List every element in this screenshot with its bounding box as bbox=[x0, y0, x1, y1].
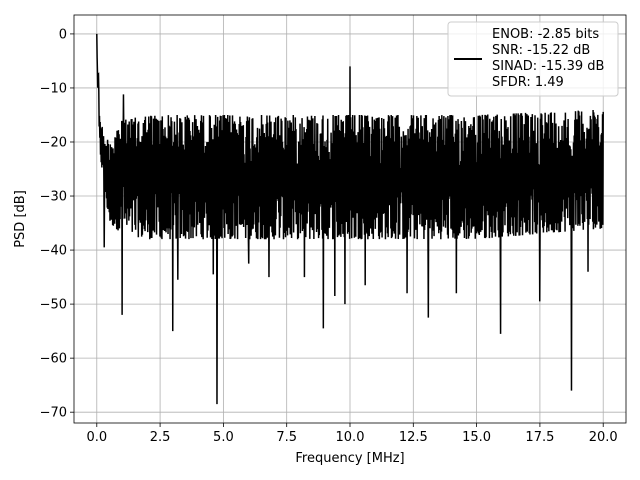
x-tick-label: 15.0 bbox=[462, 430, 491, 445]
x-tick-label: 2.5 bbox=[150, 430, 171, 445]
psd-series bbox=[96, 33, 604, 405]
legend-entry-line: ENOB: -2.85 bits bbox=[492, 27, 599, 42]
y-tick-label: −50 bbox=[40, 298, 67, 313]
legend-entry-line: SNR: -15.22 dB bbox=[492, 43, 590, 58]
x-tick-label: 5.0 bbox=[213, 430, 234, 445]
y-axis-ticks: 0 −10 −20 −30 −40 −50 −60 −70 bbox=[40, 27, 74, 421]
y-axis-label: PSD [dB] bbox=[13, 190, 28, 248]
x-tick-label: 17.5 bbox=[525, 430, 554, 445]
y-tick-label: −70 bbox=[40, 406, 67, 421]
x-tick-label: 0.0 bbox=[86, 430, 107, 445]
legend-entry-line: SFDR: 1.49 bbox=[492, 75, 564, 90]
psd-line bbox=[96, 33, 604, 405]
x-tick-label: 12.5 bbox=[399, 430, 428, 445]
y-tick-label: −20 bbox=[40, 135, 67, 150]
y-tick-label: −10 bbox=[40, 81, 67, 96]
y-tick-label: −60 bbox=[40, 352, 67, 367]
legend-entry-line: SINAD: -15.39 dB bbox=[492, 59, 604, 74]
x-tick-label: 7.5 bbox=[276, 430, 297, 445]
legend-box bbox=[447, 21, 619, 97]
x-axis-ticks: 0.0 2.5 5.0 7.5 10.0 12.5 15.0 17.5 20.0 bbox=[86, 423, 618, 445]
y-tick-label: −30 bbox=[40, 190, 67, 205]
x-tick-label: 10.0 bbox=[336, 430, 365, 445]
x-axis-label: Frequency [MHz] bbox=[295, 451, 404, 466]
y-tick-label: −40 bbox=[40, 244, 67, 259]
x-tick-label: 20.0 bbox=[589, 430, 618, 445]
y-tick-label: 0 bbox=[59, 27, 67, 42]
